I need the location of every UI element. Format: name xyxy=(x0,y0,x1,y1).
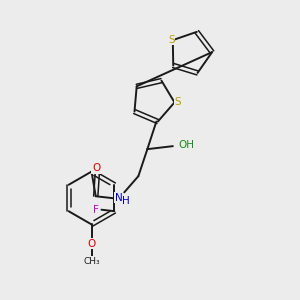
Text: O: O xyxy=(92,163,100,173)
Text: S: S xyxy=(168,34,175,44)
Text: F: F xyxy=(93,205,99,215)
Text: CH₃: CH₃ xyxy=(83,257,100,266)
Text: N: N xyxy=(115,193,122,203)
Text: S: S xyxy=(174,98,181,107)
Text: H: H xyxy=(122,196,130,206)
Text: OH: OH xyxy=(178,140,194,150)
Text: O: O xyxy=(87,238,96,249)
